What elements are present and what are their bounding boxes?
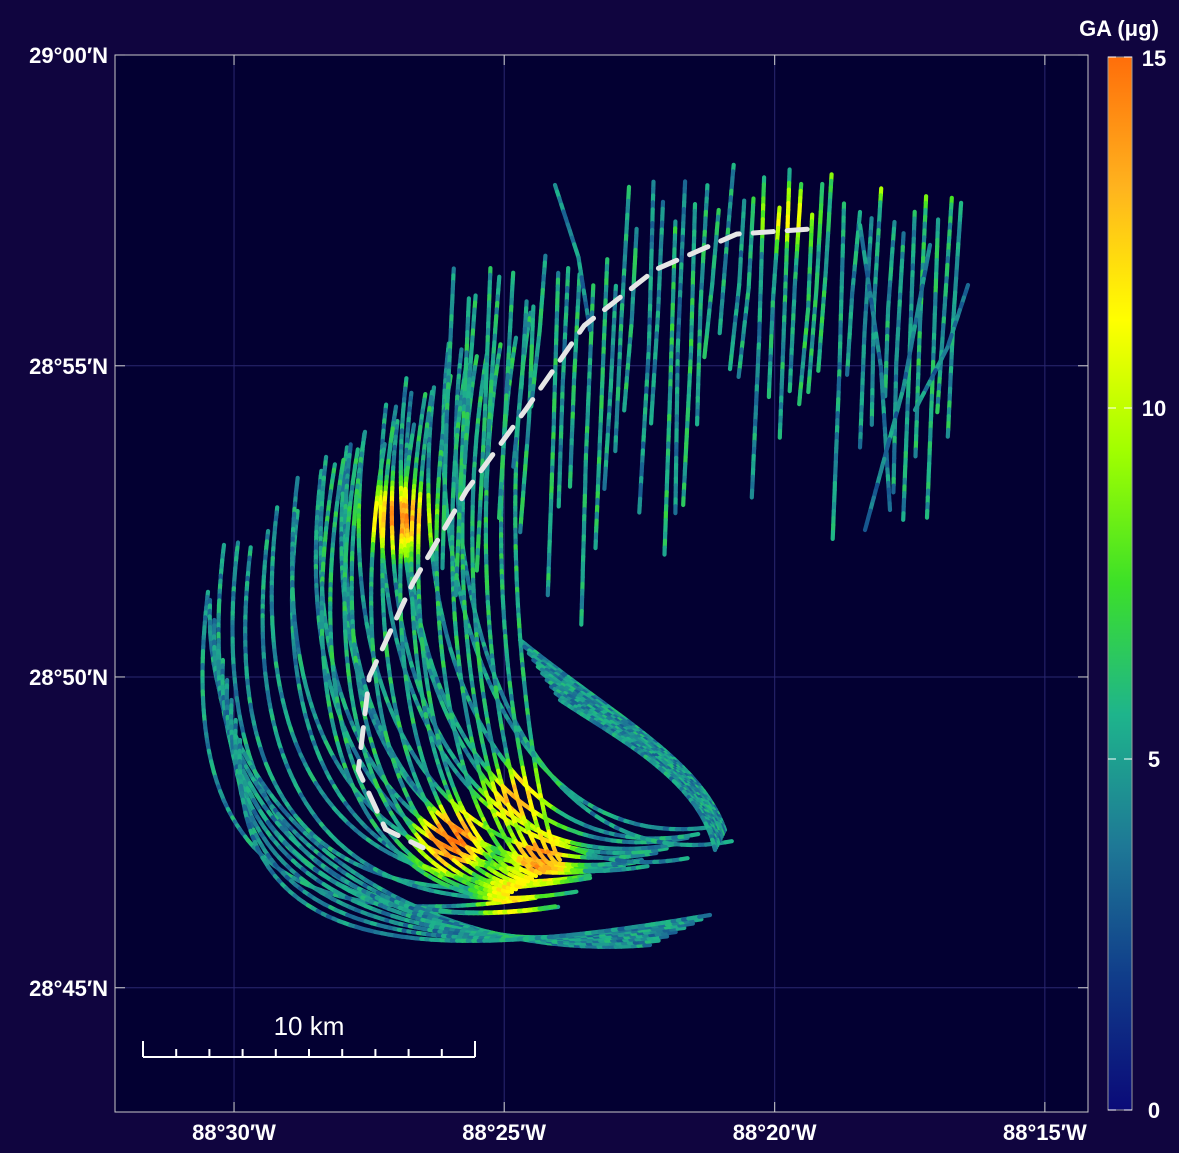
ga-track-segment	[650, 938, 661, 944]
ga-track-segment	[556, 856, 563, 863]
ga-track-segment	[533, 869, 543, 876]
ga-track-segment	[683, 921, 696, 927]
ga-track-segment	[678, 856, 690, 862]
map-plot-area	[115, 55, 1088, 1112]
ga-survey-tracks	[200, 162, 971, 949]
ga-track-segment	[583, 875, 593, 881]
ga-track-segment	[694, 917, 704, 923]
ga-track-segment	[658, 934, 670, 940]
ga-track-segment	[667, 929, 678, 936]
ga-track-segment	[569, 889, 579, 895]
ga-track-segment	[640, 864, 650, 870]
ga-track-segment	[519, 877, 531, 884]
ga-track-segment	[657, 846, 669, 852]
ga-track-segment	[509, 886, 519, 892]
ga-track-segment	[537, 866, 547, 873]
ga-track-segment	[551, 858, 559, 865]
ga-track-segment	[689, 831, 701, 838]
ga-track-segment	[542, 864, 551, 871]
ga-track-segment	[649, 850, 659, 856]
ga-track-segment	[547, 904, 558, 910]
ga-track-segment	[511, 457, 517, 469]
ga-track-segment	[505, 889, 515, 895]
ga-track-segment	[723, 839, 734, 845]
ga-track-segment	[547, 861, 555, 868]
ga-track-segment	[523, 874, 535, 881]
ga-track-segment	[675, 925, 687, 931]
ga-track-segment	[501, 891, 511, 897]
ga-track-segment	[496, 894, 507, 900]
ga-track-segment	[528, 872, 539, 879]
ga-track-segment	[702, 912, 713, 919]
ga-track-segment	[492, 897, 503, 903]
ga-track-segment	[518, 523, 523, 535]
ga-track-segment	[514, 883, 523, 889]
ga-track-segment	[582, 873, 592, 879]
ga-track-segment	[515, 880, 527, 887]
